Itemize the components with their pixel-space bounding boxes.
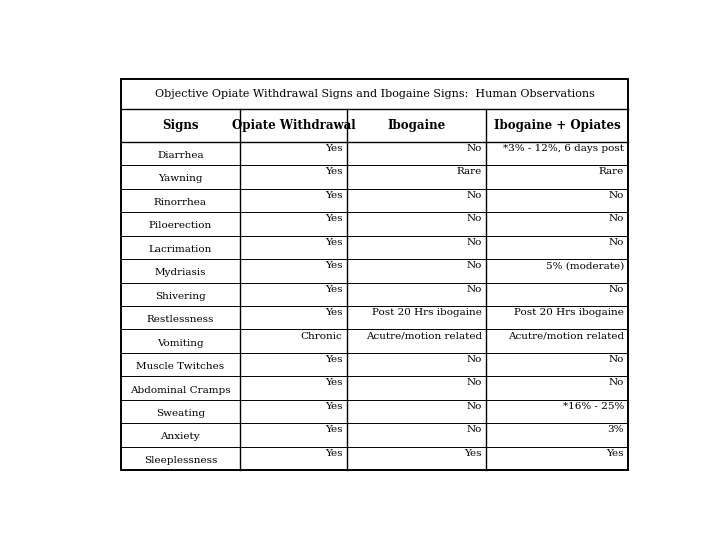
Text: Yes: Yes: [325, 379, 342, 388]
Text: Yes: Yes: [325, 355, 342, 364]
Text: Anxiety: Anxiety: [161, 433, 200, 441]
Text: Diarrhea: Diarrhea: [157, 151, 204, 160]
Text: No: No: [608, 238, 624, 247]
Text: Yes: Yes: [325, 214, 342, 224]
Text: 3%: 3%: [608, 426, 624, 434]
Text: No: No: [608, 379, 624, 388]
Text: Shivering: Shivering: [155, 292, 206, 301]
Text: Signs: Signs: [162, 119, 199, 132]
Text: Yes: Yes: [325, 449, 342, 458]
Text: No: No: [467, 238, 482, 247]
Text: Yes: Yes: [325, 238, 342, 247]
Text: Chronic: Chronic: [300, 332, 342, 341]
Text: Yes: Yes: [325, 167, 342, 177]
Text: No: No: [467, 261, 482, 270]
Text: Abdominal Cramps: Abdominal Cramps: [130, 386, 230, 395]
Text: Restlessness: Restlessness: [147, 315, 214, 324]
Text: Lacrimation: Lacrimation: [148, 245, 212, 254]
Text: Ibogaine + Opiates: Ibogaine + Opiates: [494, 119, 621, 132]
Text: No: No: [467, 191, 482, 200]
Text: Yes: Yes: [606, 449, 624, 458]
Text: Piloerection: Piloerection: [149, 221, 212, 231]
Text: No: No: [608, 355, 624, 364]
Text: Sleeplessness: Sleeplessness: [144, 456, 217, 465]
Text: *3% - 12%, 6 days post: *3% - 12%, 6 days post: [503, 144, 624, 153]
Text: No: No: [467, 426, 482, 434]
Text: Yes: Yes: [464, 449, 482, 458]
Text: No: No: [608, 285, 624, 294]
Text: 5% (moderate): 5% (moderate): [546, 261, 624, 270]
Text: No: No: [467, 214, 482, 224]
Text: Yes: Yes: [325, 144, 342, 153]
Text: Yes: Yes: [325, 285, 342, 294]
Text: No: No: [467, 379, 482, 388]
Text: Post 20 Hrs ibogaine: Post 20 Hrs ibogaine: [372, 308, 482, 317]
Text: No: No: [608, 191, 624, 200]
Text: Yes: Yes: [325, 426, 342, 434]
Text: No: No: [608, 214, 624, 224]
Text: No: No: [467, 285, 482, 294]
Text: Yawning: Yawning: [158, 174, 202, 184]
Text: Rare: Rare: [456, 167, 482, 177]
Text: Yes: Yes: [325, 191, 342, 200]
Text: No: No: [467, 402, 482, 411]
Text: Rinorrhea: Rinorrhea: [154, 198, 207, 207]
Text: Opiate Withdrawal: Opiate Withdrawal: [232, 119, 355, 132]
Text: Acutre/motion related: Acutre/motion related: [366, 332, 482, 341]
Text: Vomiting: Vomiting: [157, 339, 204, 348]
Text: Muscle Twitches: Muscle Twitches: [136, 362, 225, 371]
Text: *16% - 25%: *16% - 25%: [562, 402, 624, 411]
Text: Yes: Yes: [325, 308, 342, 317]
Text: No: No: [467, 355, 482, 364]
Text: Rare: Rare: [599, 167, 624, 177]
Text: Sweating: Sweating: [156, 409, 205, 418]
Text: Ibogaine: Ibogaine: [387, 119, 446, 132]
Text: Yes: Yes: [325, 261, 342, 270]
Text: No: No: [467, 144, 482, 153]
Text: Post 20 Hrs ibogaine: Post 20 Hrs ibogaine: [514, 308, 624, 317]
Text: Mydriasis: Mydriasis: [155, 268, 206, 277]
Text: Yes: Yes: [325, 402, 342, 411]
Text: Objective Opiate Withdrawal Signs and Ibogaine Signs:  Human Observations: Objective Opiate Withdrawal Signs and Ib…: [155, 89, 595, 99]
Text: Acutre/motion related: Acutre/motion related: [508, 332, 624, 341]
